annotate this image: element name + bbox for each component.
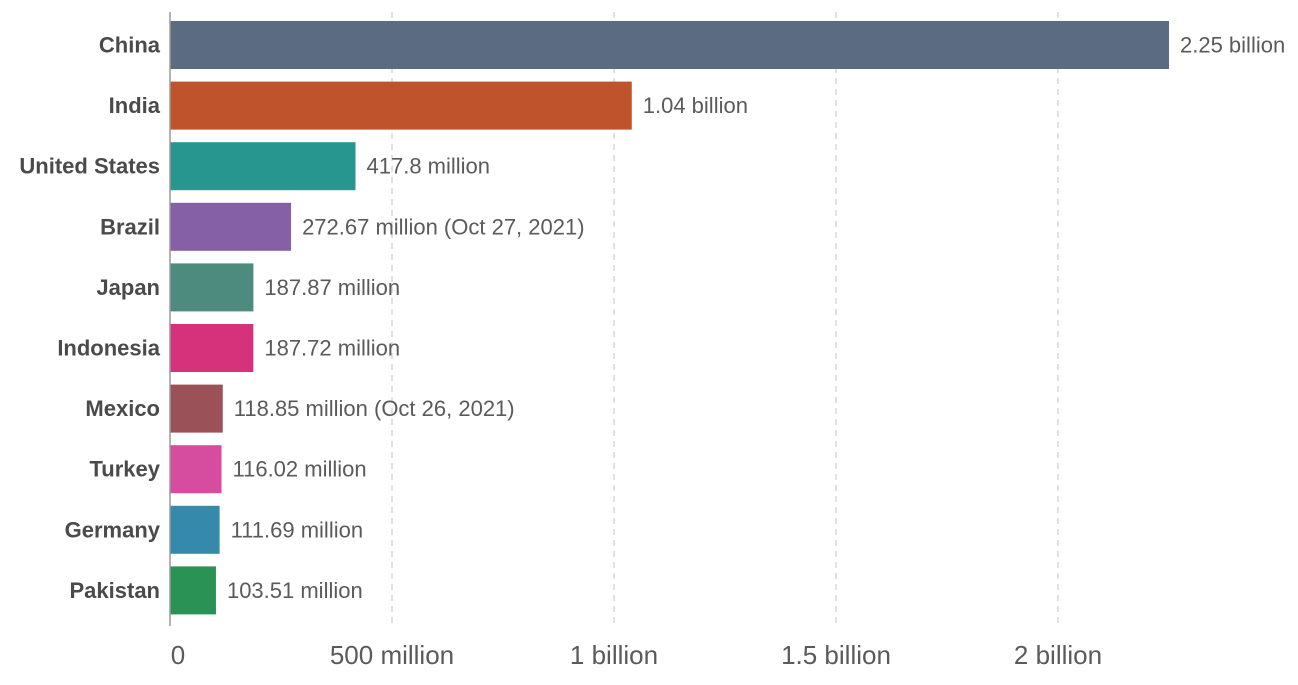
category-label: Indonesia (57, 336, 160, 361)
bar-turkey[interactable] (170, 445, 222, 494)
value-label: 111.69 million (231, 517, 363, 542)
value-label: 272.67 million (Oct 27, 2021) (302, 214, 585, 239)
category-label: United States (19, 154, 160, 179)
value-label: 417.8 million (367, 154, 491, 179)
bar-china[interactable] (170, 21, 1169, 69)
category-label: Pakistan (70, 578, 161, 603)
value-label: 103.51 million (227, 578, 363, 603)
bar-india[interactable] (170, 81, 632, 130)
bar-united-states[interactable] (170, 142, 356, 191)
value-label: 118.85 million (Oct 26, 2021) (234, 396, 515, 421)
category-label: China (99, 33, 161, 58)
bar-indonesia[interactable] (170, 324, 254, 372)
value-label: 187.87 million (264, 275, 400, 300)
category-label: Mexico (85, 396, 160, 421)
value-label: 116.02 million (233, 457, 367, 482)
bar-germany[interactable] (170, 505, 220, 554)
category-label: Turkey (89, 457, 160, 482)
bar-brazil[interactable] (170, 202, 292, 251)
category-label: India (109, 93, 161, 118)
bar-japan[interactable] (170, 263, 254, 312)
category-label: Brazil (100, 214, 160, 239)
x-tick-label: 500 million (330, 640, 454, 670)
x-tick-label: 2 billion (1014, 640, 1102, 670)
x-tick-label: 0 (171, 640, 185, 670)
x-tick-label: 1 billion (570, 640, 658, 670)
bar-mexico[interactable] (170, 384, 223, 433)
category-label: Germany (65, 517, 161, 542)
category-label: Japan (96, 275, 160, 300)
x-tick-label: 1.5 billion (781, 640, 891, 670)
value-label: 1.04 billion (643, 93, 748, 118)
bar-pakistan[interactable] (170, 566, 216, 615)
value-label: 187.72 million (264, 336, 400, 361)
value-label: 2.25 billion (1180, 33, 1285, 58)
